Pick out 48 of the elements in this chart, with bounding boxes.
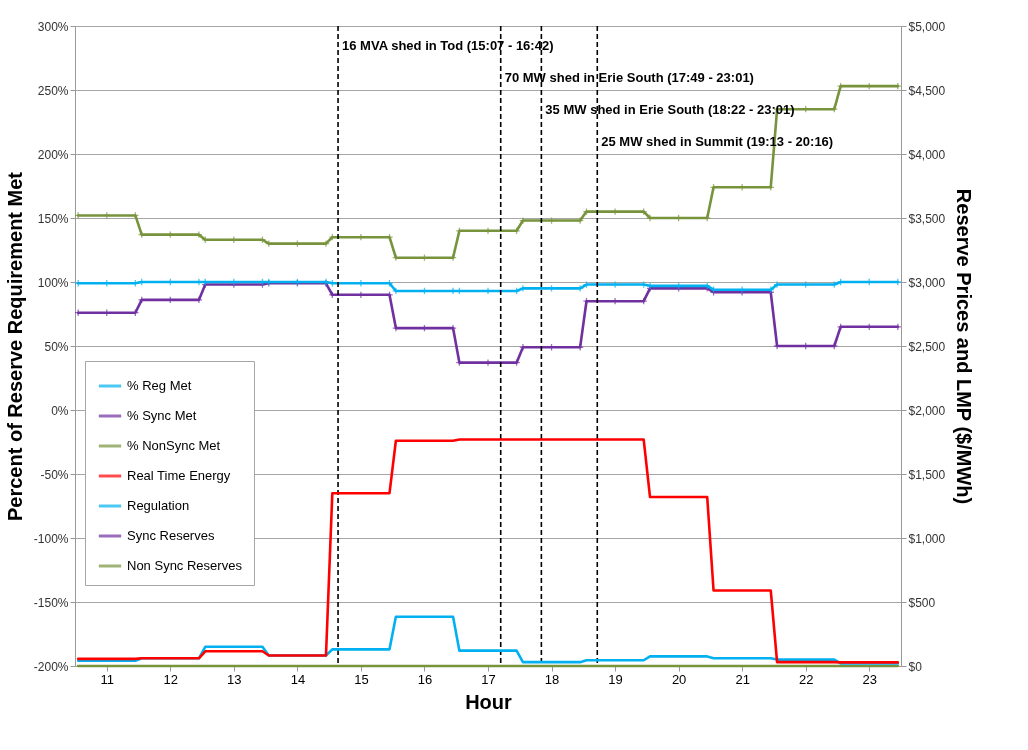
x-tick-label: 22 [798, 671, 814, 687]
x-tick-label: 17 [481, 671, 496, 687]
x-tick-label: 18 [544, 671, 560, 687]
x-tick-label: 23 [862, 671, 877, 687]
y2-tick-label: $5,000 [908, 19, 946, 34]
x-tick-label: 21 [735, 671, 750, 687]
y-tick-label: -100% [33, 531, 69, 546]
y-tick-label: 200% [37, 147, 69, 162]
y2-tick-label: $2,000 [908, 403, 946, 418]
y-tick-label: -200% [33, 659, 69, 674]
x-tick-label: 12 [163, 671, 179, 687]
legend-label: % NonSync Met [127, 438, 221, 453]
ref-line-label: 35 MW shed in Erie South (18:22 - 23:01) [545, 102, 795, 117]
x-axis-title: Hour [465, 690, 513, 713]
y-tick-label: 50% [44, 339, 69, 354]
y2-tick-label: $0 [908, 659, 923, 674]
x-tick-label: 15 [354, 671, 369, 687]
y-tick-label: 250% [37, 83, 69, 98]
y2-tick-label: $4,500 [908, 83, 946, 98]
y-tick-label: -150% [33, 595, 69, 610]
legend-label: Non Sync Reserves [127, 558, 243, 573]
x-tick-label: 13 [227, 671, 242, 687]
legend-label: Sync Reserves [127, 528, 215, 543]
y-tick-label: 150% [37, 211, 69, 226]
legend-label: Real Time Energy [127, 468, 231, 483]
ref-line-label: 70 MW shed in Erie South (17:49 - 23:01) [504, 70, 754, 85]
x-tick-label: 14 [290, 671, 306, 687]
y-tick-label: 100% [37, 275, 69, 290]
y2-tick-label: $2,500 [908, 339, 946, 354]
y-tick-label: 300% [37, 19, 69, 34]
y2-tick-label: $3,000 [908, 275, 946, 290]
y2-tick-label: $1,000 [908, 531, 946, 546]
y2-axis-title: Reserve Prices and LMP ($/MWh) [953, 188, 976, 505]
legend-label: % Sync Met [127, 408, 197, 423]
y2-tick-label: $1,500 [908, 467, 946, 482]
y2-tick-label: $500 [908, 595, 936, 610]
y-axis-title: Percent of Reserve Requirement Met [3, 171, 26, 522]
y2-tick-label: $4,000 [908, 147, 946, 162]
y2-tick-label: $3,500 [908, 211, 946, 226]
legend-label: Regulation [127, 498, 190, 513]
x-tick-label: 11 [100, 671, 115, 687]
x-tick-label: 20 [671, 671, 687, 687]
y-tick-label: -50% [40, 467, 69, 482]
y-tick-label: 0% [51, 403, 69, 418]
x-tick-label: 16 [417, 671, 433, 687]
x-tick-label: 19 [608, 671, 623, 687]
ref-line-label: 16 MVA shed in Tod (15:07 - 16:42) [342, 38, 554, 53]
legend-label: % Reg Met [127, 378, 192, 393]
